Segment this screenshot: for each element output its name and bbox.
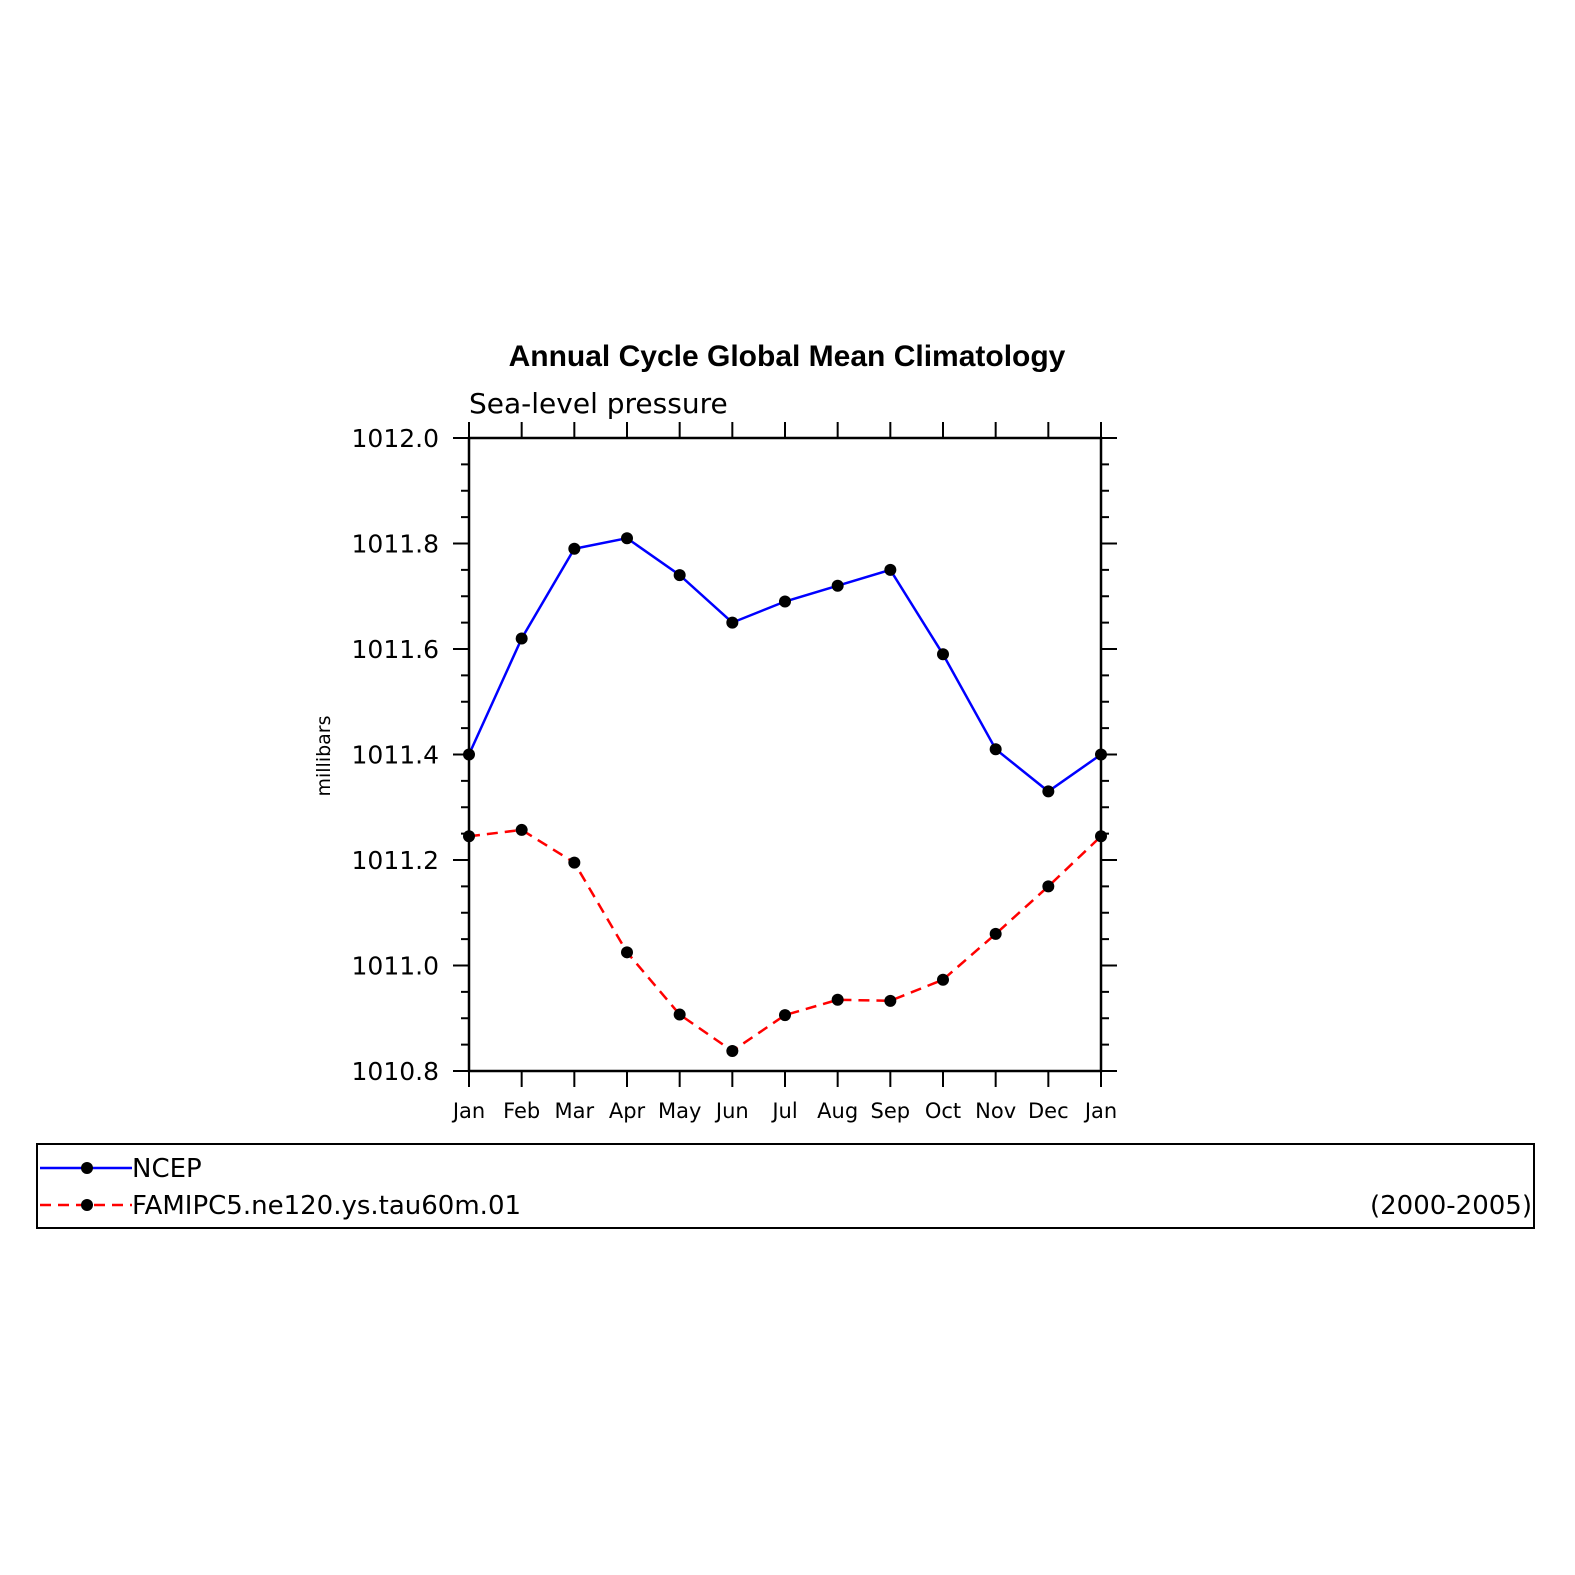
legend-box	[36, 1143, 1535, 1229]
data-point-famipc5	[726, 1044, 739, 1057]
data-point-ncep	[831, 579, 844, 592]
legend-period: (2000-2005)	[1370, 1191, 1532, 1221]
x-tick-label: Aug	[817, 1099, 858, 1123]
data-point-ncep	[1042, 785, 1055, 798]
series-line-ncep	[467, 536, 1102, 793]
data-point-ncep	[673, 569, 686, 582]
data-point-famipc5	[884, 994, 897, 1007]
data-point-famipc5	[673, 1008, 686, 1021]
legend-label-famipc5: FAMIPC5.ne120.ys.tau60m.01	[132, 1191, 521, 1221]
data-point-famipc5	[515, 823, 528, 836]
plot-series	[463, 532, 1107, 1057]
x-tick-label: Apr	[609, 1099, 646, 1123]
x-tick-label: Jan	[451, 1099, 485, 1123]
x-tick-label: May	[658, 1099, 701, 1123]
chart-subtitle: Sea-level pressure	[469, 387, 728, 420]
data-point-ncep	[515, 632, 528, 645]
y-tick-label: 1011.8	[352, 530, 439, 559]
data-point-ncep	[621, 532, 633, 545]
data-point-ncep	[568, 542, 581, 555]
data-point-famipc5	[779, 1009, 791, 1022]
data-point-ncep	[937, 648, 949, 661]
data-point-famipc5	[1042, 880, 1055, 893]
x-tick-label: Feb	[503, 1099, 540, 1123]
data-point-ncep	[884, 563, 897, 576]
x-tick-label: Nov	[975, 1099, 1016, 1123]
plot-frame	[467, 436, 1103, 1073]
y-tick-label: 1011.4	[352, 741, 439, 770]
data-point-famipc5	[937, 973, 949, 986]
x-axis-ticks: Jan Feb Mar Apr May Jun Jul Aug Sep Oct Nov Dec Jan	[451, 422, 1117, 1123]
data-point-famipc5	[831, 993, 844, 1006]
y-tick-label: 1011.2	[352, 846, 439, 875]
data-point-ncep	[726, 616, 739, 629]
y-tick-label: 1012.0	[352, 424, 439, 453]
y-axis-ticks: 1010.8 1011.0 1011.2 1011.4 1011.6 1011.8 1012…	[352, 424, 1117, 1086]
data-point-famipc5	[568, 856, 581, 869]
data-point-ncep	[779, 595, 791, 608]
legend-label-ncep: NCEP	[132, 1154, 202, 1184]
x-tick-label: Sep	[871, 1099, 911, 1123]
x-tick-label: Jun	[714, 1099, 749, 1123]
legend-marker-famipc5	[81, 1199, 93, 1211]
data-point-famipc5	[989, 927, 1002, 940]
x-tick-label: Mar	[555, 1099, 595, 1123]
y-tick-label: 1010.8	[352, 1057, 439, 1086]
data-point-ncep	[989, 743, 1002, 756]
y-tick-label: 1011.0	[352, 952, 439, 981]
x-tick-label: Jul	[770, 1099, 797, 1123]
x-tick-label: Jan	[1083, 1099, 1117, 1123]
legend: NCEP FAMIPC5.ne120.ys.tau60m.01 (2000-20…	[36, 1143, 1535, 1229]
y-axis-label: millibars	[313, 715, 335, 796]
x-tick-label: Dec	[1028, 1099, 1069, 1123]
y-tick-label: 1011.6	[352, 635, 439, 664]
legend-marker-ncep	[81, 1162, 93, 1174]
x-tick-label: Oct	[925, 1099, 961, 1123]
data-point-famipc5	[621, 946, 633, 959]
chart-title: Annual Cycle Global Mean Climatology	[509, 340, 1066, 373]
